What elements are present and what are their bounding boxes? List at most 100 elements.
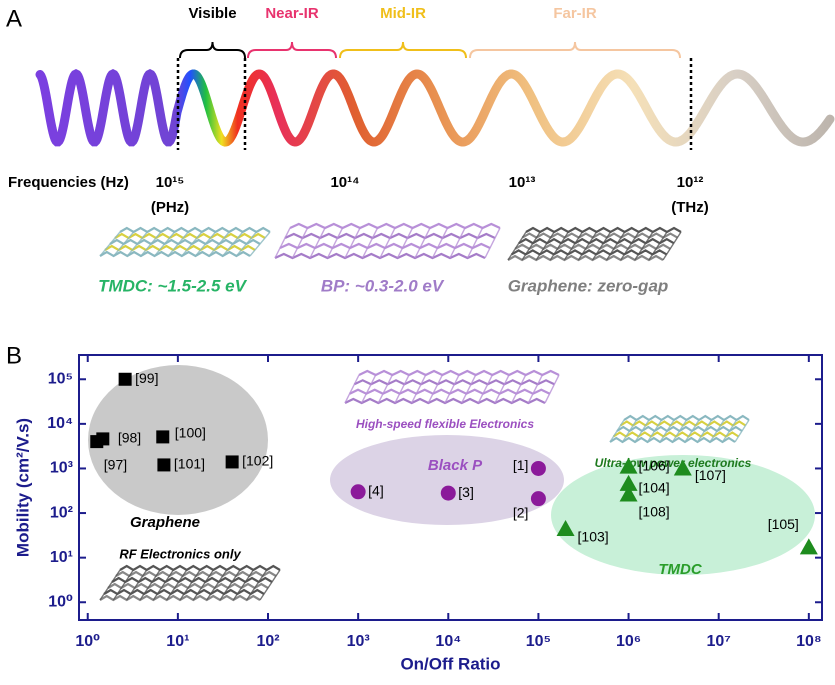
lattice-bond: [113, 231, 135, 257]
lattice-bond: [521, 231, 541, 261]
lattice-bond: [634, 419, 650, 443]
lattice-bond: [648, 231, 668, 261]
x-tick-label: 10⁴: [435, 633, 461, 650]
lattice-illustration: [99, 564, 281, 602]
band-brace: [247, 41, 337, 59]
group-label: TMDC: [658, 561, 702, 578]
lattice-bond: [326, 227, 344, 259]
lattice-row: [358, 369, 560, 377]
data-point: [157, 458, 171, 472]
lattice-row: [109, 238, 261, 246]
point-label: [101]: [174, 456, 205, 472]
band-brace: [179, 41, 246, 59]
x-tick-label: 10⁵: [526, 633, 551, 650]
frequency-label: 10¹³: [509, 174, 536, 191]
lattice-bond: [620, 231, 640, 261]
lattice-bond: [466, 227, 484, 259]
frequency-unit: (THz): [671, 199, 709, 216]
em-wave: [35, 68, 835, 147]
lattice-illustration: [507, 226, 682, 262]
data-point: [530, 460, 546, 476]
x-axis-label: On/Off Ratio: [400, 654, 500, 673]
band-label: Near-IR: [265, 5, 319, 22]
lattice-bond: [206, 569, 228, 601]
lattice-bond: [721, 419, 738, 443]
point-label: [4]: [368, 482, 384, 498]
group-label: Black P: [428, 457, 483, 474]
lattice-bond: [511, 374, 527, 404]
lattice-row: [521, 232, 678, 239]
lattice-bond: [396, 227, 414, 259]
lattice-bond: [246, 569, 268, 601]
lattice-bond: [259, 569, 281, 601]
data-point: [673, 459, 692, 476]
band-label: Visible: [188, 5, 236, 22]
x-tick-label: 10³: [347, 633, 370, 650]
lattice-bond: [591, 231, 612, 261]
lattice-row: [119, 564, 281, 572]
lattice-row: [623, 414, 750, 422]
lattice-bond: [527, 374, 543, 404]
frequency-label: 10¹⁴: [330, 174, 359, 191]
point-label: [107]: [695, 467, 726, 483]
lattice-bond: [99, 569, 121, 601]
lattice-bond: [179, 569, 201, 601]
lattice-bond: [646, 419, 663, 443]
y-tick-label: 10¹: [50, 549, 73, 566]
lattice-bond: [477, 374, 493, 404]
x-tick-label: 10⁶: [616, 633, 641, 650]
point-label: [103]: [578, 529, 609, 545]
lattice-bond: [112, 569, 134, 601]
lattice-bond: [361, 227, 379, 259]
lattice-row: [104, 244, 256, 252]
lattice-bond: [444, 374, 460, 404]
data-point: [619, 474, 638, 491]
frequency-label: 10¹⁵: [156, 174, 185, 191]
lattice-bond: [577, 231, 598, 261]
lattice-row: [119, 226, 271, 234]
lattice-bond: [232, 569, 254, 601]
point-label: [1]: [513, 457, 529, 473]
lattice-bond: [139, 569, 161, 601]
x-tick-label: 10¹: [166, 633, 189, 650]
lattice-bond: [167, 231, 189, 257]
lattice-bond: [377, 374, 393, 404]
lattice-bond: [431, 227, 449, 259]
lattice-illustration: [609, 414, 750, 444]
y-tick-label: 10²: [50, 504, 73, 521]
lattice-bond: [634, 231, 654, 261]
data-point: [90, 435, 104, 449]
lattice-bond: [140, 231, 162, 257]
annotation: RF Electronics only: [119, 546, 241, 561]
lattice-row: [99, 250, 251, 258]
material-label: Graphene: zero-gap: [508, 276, 669, 295]
lattice-bond: [309, 227, 326, 259]
lattice-bond: [535, 231, 555, 261]
point-label: [99]: [135, 370, 158, 386]
frequency-title: Frequencies (Hz): [8, 174, 129, 191]
lattice-bond: [249, 231, 271, 257]
x-tick-label: 10⁷: [706, 633, 730, 650]
data-point: [530, 491, 546, 507]
plot-frame: [78, 354, 823, 621]
point-label: [108]: [639, 503, 670, 519]
y-tick-label: 10⁴: [47, 415, 73, 432]
point-label: [97]: [104, 456, 127, 472]
lattice-row: [514, 243, 671, 251]
lattice-row: [518, 237, 675, 245]
group-region: [88, 365, 268, 515]
lattice-bond: [274, 227, 291, 259]
point-label: [3]: [458, 484, 474, 500]
y-tick-label: 10⁰: [48, 593, 73, 610]
lattice-illustration: [99, 226, 271, 258]
lattice-bond: [621, 419, 638, 443]
lattice-illustration: [274, 222, 501, 260]
lattice-bond: [181, 231, 203, 257]
lattice-bond: [684, 419, 700, 443]
x-tick-label: 10⁰: [75, 633, 100, 650]
lattice-bond: [671, 419, 688, 443]
lattice-bond: [494, 374, 510, 404]
lattice-bond: [194, 231, 216, 257]
x-tick-label: 10²: [256, 633, 279, 650]
lattice-bond: [99, 231, 121, 257]
